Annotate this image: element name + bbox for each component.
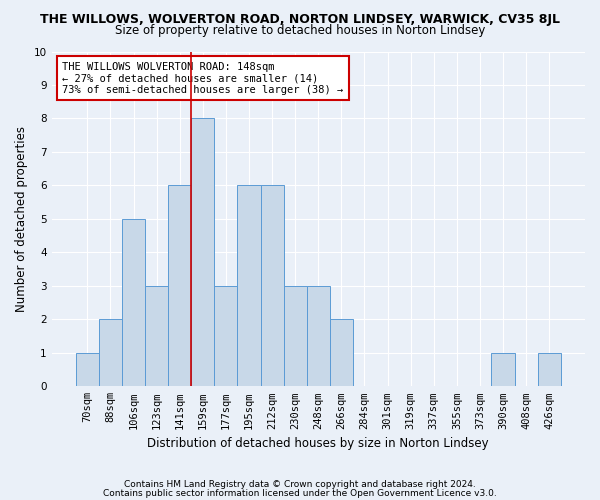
Y-axis label: Number of detached properties: Number of detached properties <box>15 126 28 312</box>
Bar <box>330 320 353 386</box>
Bar <box>145 286 168 386</box>
Bar <box>122 219 145 386</box>
X-axis label: Distribution of detached houses by size in Norton Lindsey: Distribution of detached houses by size … <box>148 437 489 450</box>
Text: THE WILLOWS WOLVERTON ROAD: 148sqm
← 27% of detached houses are smaller (14)
73%: THE WILLOWS WOLVERTON ROAD: 148sqm ← 27%… <box>62 62 343 94</box>
Bar <box>99 320 122 386</box>
Bar <box>238 186 260 386</box>
Bar <box>307 286 330 386</box>
Bar <box>284 286 307 386</box>
Bar <box>538 353 561 386</box>
Bar <box>191 118 214 386</box>
Bar <box>491 353 515 386</box>
Bar <box>76 353 99 386</box>
Bar <box>214 286 238 386</box>
Text: THE WILLOWS, WOLVERTON ROAD, NORTON LINDSEY, WARWICK, CV35 8JL: THE WILLOWS, WOLVERTON ROAD, NORTON LIND… <box>40 12 560 26</box>
Text: Size of property relative to detached houses in Norton Lindsey: Size of property relative to detached ho… <box>115 24 485 37</box>
Bar <box>260 186 284 386</box>
Text: Contains HM Land Registry data © Crown copyright and database right 2024.: Contains HM Land Registry data © Crown c… <box>124 480 476 489</box>
Bar <box>168 186 191 386</box>
Text: Contains public sector information licensed under the Open Government Licence v3: Contains public sector information licen… <box>103 488 497 498</box>
